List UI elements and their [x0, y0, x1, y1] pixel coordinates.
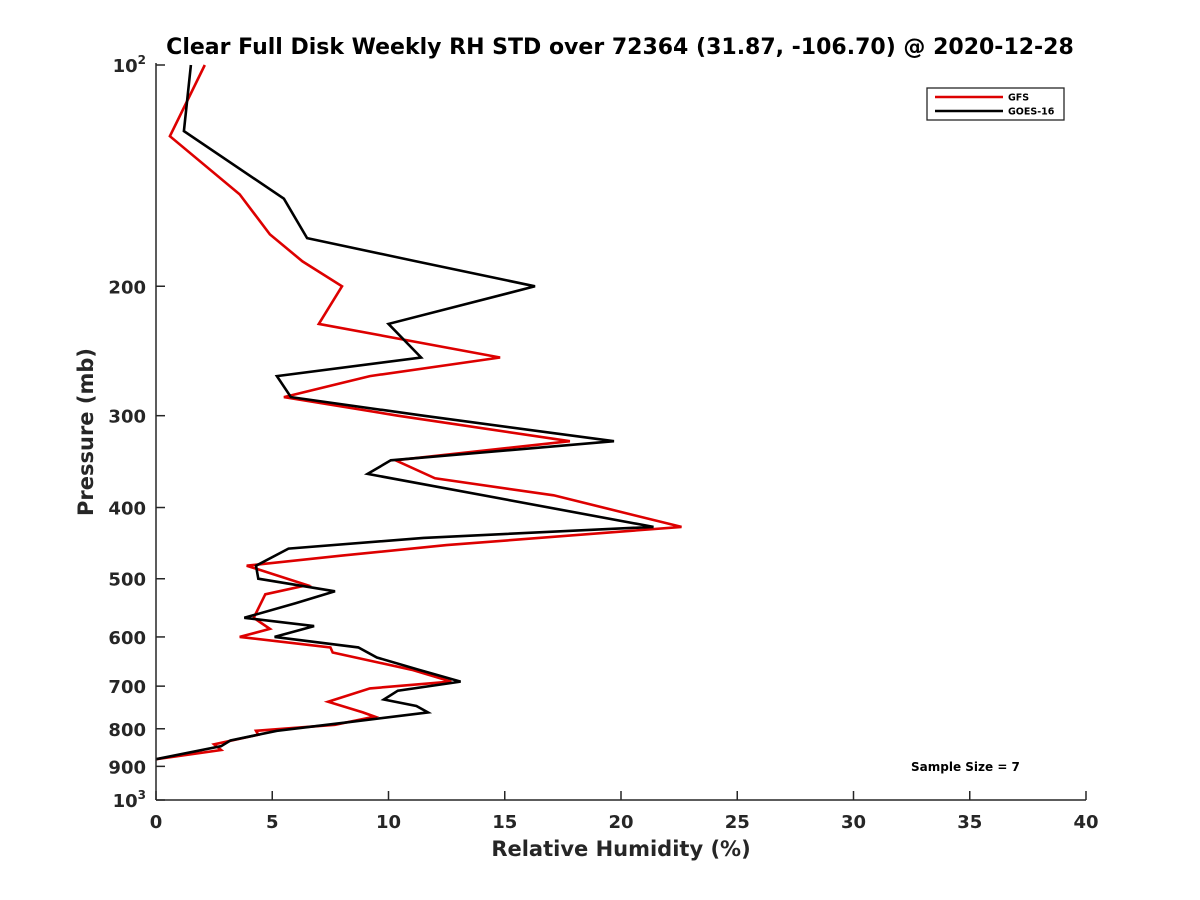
series-layer [155, 64, 682, 761]
legend: GFS GOES-16 [926, 87, 1065, 121]
x-axis-label: Relative Humidity (%) [491, 837, 750, 861]
x-tick-label: 10 [376, 812, 401, 833]
legend-box [926, 87, 1065, 121]
x-axis-ticks: 0 5 10 15 20 25 30 35 40 [150, 791, 1099, 833]
y-tick-label: 103 [113, 788, 146, 812]
legend-label-goes16: GOES-16 [1008, 107, 1055, 118]
y-tick-label: 300 [108, 407, 146, 428]
series-line-gfs [155, 64, 682, 761]
x-tick-label: 20 [608, 812, 633, 833]
x-tick-label: 25 [725, 812, 750, 833]
y-tick-label: 400 [108, 499, 146, 520]
x-tick-label: 40 [1073, 812, 1098, 833]
x-tick-label: 0 [150, 812, 163, 833]
y-tick-label: 900 [108, 757, 146, 778]
chart-title: Clear Full Disk Weekly RH STD over 72364… [166, 35, 1074, 60]
x-tick-label: 5 [266, 812, 279, 833]
x-tick-label: 30 [841, 812, 866, 833]
y-tick-label: 600 [108, 628, 146, 649]
plot-area: 0 5 10 15 20 25 30 35 40 102 200 300 400 500 600 700 80… [108, 53, 1098, 833]
x-tick-label: 15 [492, 812, 517, 833]
y-tick-label: 200 [108, 277, 146, 298]
y-tick-label: 800 [108, 720, 146, 741]
y-axis-label: Pressure (mb) [74, 348, 98, 516]
y-axis-ticks: 102 200 300 400 500 600 700 800 900 103 [108, 53, 165, 812]
sample-size-annotation: Sample Size = 7 [911, 760, 1020, 774]
legend-label-gfs: GFS [1008, 93, 1029, 104]
x-tick-label: 35 [957, 812, 982, 833]
y-tick-label: 500 [108, 570, 146, 591]
y-tick-label: 700 [108, 677, 146, 698]
series-line-goes16 [155, 64, 654, 761]
y-tick-label: 102 [113, 53, 146, 77]
